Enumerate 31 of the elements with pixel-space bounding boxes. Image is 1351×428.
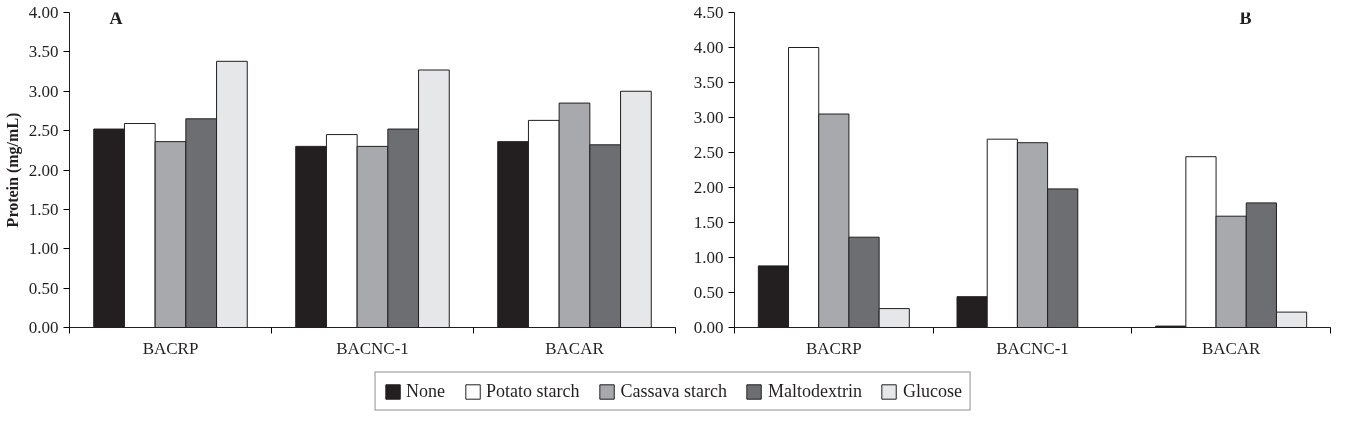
- y-tick-label: 4.00: [28, 3, 59, 22]
- y-tick-label: 3.50: [693, 73, 724, 92]
- y-tick-label: 0.50: [693, 283, 724, 302]
- legend-label: None: [406, 380, 446, 402]
- y-tick-label: 2.00: [693, 178, 724, 197]
- x-tick-label: BACNC-1: [996, 338, 1069, 358]
- x-tick-label: BACAR: [1201, 338, 1262, 358]
- x-tick-label: BACNC-1: [336, 338, 409, 358]
- y-tick-label: 0.50: [28, 278, 59, 298]
- y-tick-label: 3.50: [28, 42, 59, 62]
- x-tick-label: BACRP: [805, 338, 862, 358]
- y-tick-label: 3.00: [28, 81, 59, 101]
- y-tick-label: 4.00: [693, 38, 724, 57]
- legend-label: Cassava starch: [620, 380, 727, 402]
- y-tick-label: 4.50: [693, 3, 724, 22]
- y-tick-label: 1.00: [28, 239, 59, 259]
- y-tick-label: 0.00: [28, 318, 59, 337]
- y-tick-label: 1.50: [28, 199, 59, 219]
- legend-label: Glucose: [902, 380, 962, 402]
- x-tick-label: BACRP: [142, 338, 199, 358]
- y-tick-label: 3.00: [693, 108, 724, 127]
- y-tick-label: 1.50: [693, 213, 724, 232]
- y-axis-title: Protein (mg/mL): [3, 112, 22, 228]
- y-tick-label: 0.00: [693, 318, 724, 337]
- y-tick-label: 2.50: [693, 143, 724, 162]
- legend-label: Maltodextrin: [767, 380, 862, 402]
- y-tick-label: 2.50: [28, 121, 59, 141]
- y-tick-label: 1.00: [693, 248, 724, 267]
- legend-label: Potato starch: [486, 380, 580, 402]
- x-tick-label: BACAR: [545, 338, 605, 358]
- y-tick-label: 2.00: [28, 160, 59, 180]
